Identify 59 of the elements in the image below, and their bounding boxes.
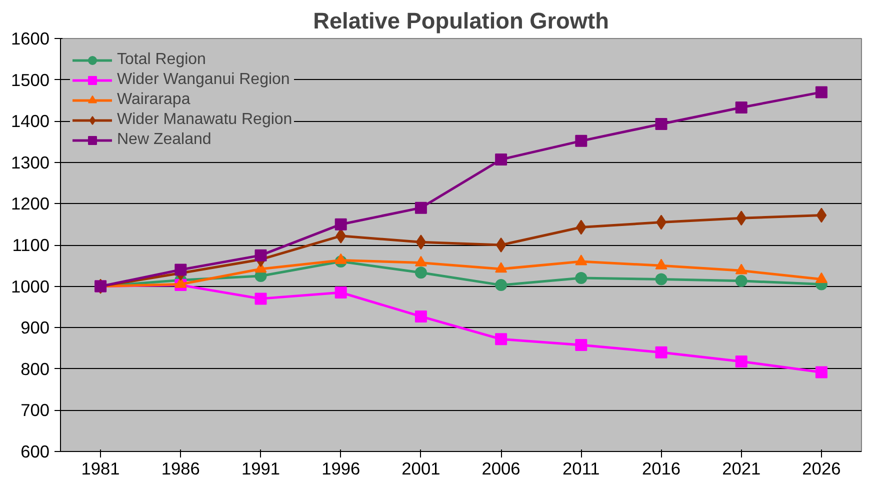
point [414,266,427,279]
y-tick-label: 1200 [10,194,50,214]
point [254,249,267,262]
point [735,355,748,368]
point [816,208,827,223]
x-tick-label: 2021 [722,458,761,477]
y-tick-label: 800 [20,358,50,379]
point [815,86,828,98]
y-tick-label: 900 [20,318,50,338]
point [496,238,506,252]
point [495,333,508,346]
point [655,258,668,270]
point [575,254,588,266]
y-tick-label: 700 [20,400,50,420]
legend-label: New Zealand [117,131,212,149]
y-tick-label: 1600 [10,28,50,48]
legend-label: Wairarapa [117,91,190,109]
y-tick-label: 600 [20,442,50,462]
point [414,310,427,322]
legend-label: Total Region [117,51,206,69]
point [735,264,748,274]
x-tick-label: 2006 [482,458,520,477]
point [575,134,588,147]
point [254,292,267,305]
point [736,210,747,226]
y-tick-label: 1400 [10,111,50,132]
legend-label: Wider Manawatu Region [117,111,292,129]
point [414,202,427,214]
point [495,262,508,273]
point [336,228,346,244]
point [735,101,748,114]
point [655,118,668,130]
point [575,338,588,351]
x-tick-label: 2016 [642,458,681,477]
x-tick-label: 1986 [161,458,200,477]
y-tick-label: 1500 [10,70,50,90]
x-tick-label: 2026 [802,458,841,477]
chart-title: Relative Population Growth [313,8,609,34]
point [174,264,187,276]
y-tick-label: 1000 [10,276,50,296]
point [735,274,748,287]
x-tick-label: 1996 [322,458,360,477]
point [815,366,828,378]
point [655,346,668,358]
point [416,234,426,250]
point [655,273,668,286]
x-tick-label: 1981 [81,458,120,477]
point [576,220,586,235]
x-tick-label: 2011 [562,458,600,477]
y-tick-label: 1100 [12,235,50,255]
point [495,279,508,292]
point [334,218,347,230]
x-tick-label: 2001 [402,458,440,477]
x-tick-label: 1991 [241,458,280,477]
point [334,286,347,298]
point [495,154,508,166]
legend-label: Wider Wanganui Region [117,71,290,89]
y-tick-label: 1300 [10,152,50,172]
point [575,272,588,284]
